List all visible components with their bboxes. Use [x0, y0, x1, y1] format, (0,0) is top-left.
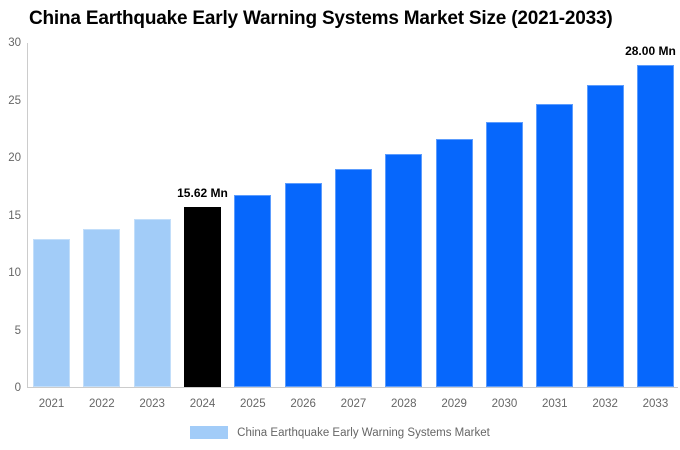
x-tick-2023: 2023 — [139, 398, 165, 410]
y-tick-15: 15 — [8, 209, 21, 222]
bar-column-2029: 2029 — [435, 43, 473, 410]
x-tick-2031: 2031 — [541, 398, 568, 410]
bar-column-2024: 15.62 Mn 2024 — [177, 43, 228, 410]
y-tick-10: 10 — [8, 267, 21, 279]
x-tick-2022: 2022 — [89, 398, 115, 410]
bar-2030[interactable] — [485, 122, 523, 387]
x-tick-2030: 2030 — [491, 398, 518, 410]
bar-column-2023: 2023 — [133, 43, 171, 410]
bar-column-2033: 28.00 Mn 2033 — [625, 43, 676, 410]
bar-2026[interactable] — [284, 183, 322, 387]
x-tick-2024: 2024 — [189, 398, 216, 410]
bar-column-2026: 2026 — [284, 43, 322, 410]
x-tick-2021: 2021 — [38, 398, 65, 410]
bar-2025[interactable] — [234, 195, 272, 387]
bar-column-2027: 2027 — [334, 43, 372, 410]
y-tick-25: 25 — [8, 94, 21, 107]
y-tick-20: 20 — [8, 152, 21, 164]
y-tick-5: 5 — [14, 324, 21, 337]
chart-title: China Earthquake Early Warning Systems M… — [29, 8, 613, 29]
bar-column-2022: 2022 — [83, 43, 121, 410]
bar-2033[interactable] — [636, 65, 674, 387]
data-label-2033: 28.00 Mn — [625, 44, 676, 58]
x-tick-2032: 2032 — [592, 398, 618, 410]
x-tick-2028: 2028 — [391, 398, 417, 410]
bar-2022[interactable] — [83, 229, 121, 387]
bar-2021[interactable] — [33, 239, 70, 387]
bar-2028[interactable] — [385, 154, 423, 387]
x-tick-2033: 2033 — [642, 398, 669, 410]
legend-swatch — [190, 426, 229, 439]
x-tick-2025: 2025 — [240, 398, 266, 410]
bar-column-2025: 2025 — [234, 43, 272, 410]
bar-column-2030: 2030 — [485, 43, 523, 410]
legend-item[interactable]: China Earthquake Early Warning Systems M… — [190, 426, 490, 439]
plot-area: 2021 2022 2023 15.62 Mn 2024 2025 2026 2027 2028… — [27, 43, 678, 410]
x-tick-2029: 2029 — [441, 398, 467, 410]
y-tick-30: 30 — [8, 37, 21, 49]
bar-2032[interactable] — [586, 85, 624, 387]
y-tick-0: 0 — [14, 382, 21, 394]
bar-column-2032: 2032 — [586, 43, 624, 410]
bar-2027[interactable] — [334, 169, 372, 387]
bar-2023[interactable] — [133, 219, 171, 387]
legend-label: China Earthquake Early Warning Systems M… — [237, 426, 490, 439]
data-label-2024: 15.62 Mn — [177, 186, 228, 200]
bar-2029[interactable] — [435, 139, 473, 387]
bar-column-2031: 2031 — [536, 43, 574, 410]
bar-2031[interactable] — [536, 104, 574, 387]
legend: China Earthquake Early Warning Systems M… — [0, 426, 680, 439]
bar-column-2028: 2028 — [385, 43, 423, 410]
x-tick-2027: 2027 — [340, 398, 367, 410]
x-tick-2026: 2026 — [290, 398, 316, 410]
bar-2024[interactable] — [183, 207, 221, 387]
bar-column-2021: 2021 — [33, 43, 70, 410]
